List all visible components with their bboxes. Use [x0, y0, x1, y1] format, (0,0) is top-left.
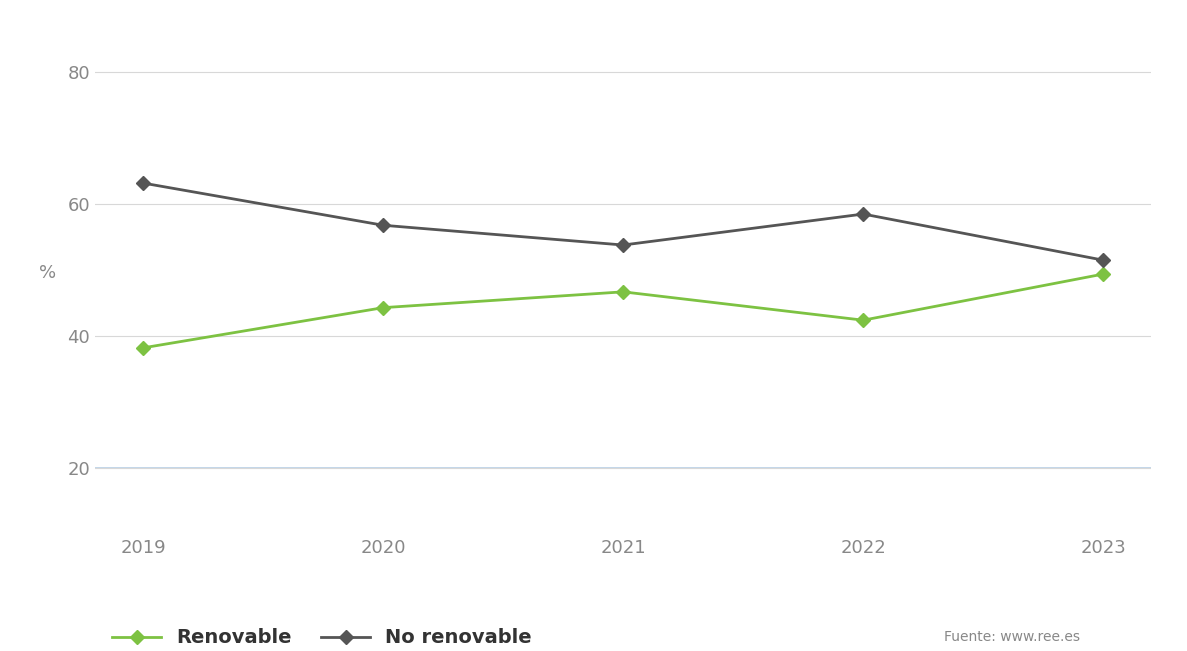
- Text: %: %: [39, 264, 56, 283]
- Legend: Renovable, No renovable: Renovable, No renovable: [104, 620, 540, 651]
- Text: Fuente: www.ree.es: Fuente: www.ree.es: [944, 630, 1080, 644]
